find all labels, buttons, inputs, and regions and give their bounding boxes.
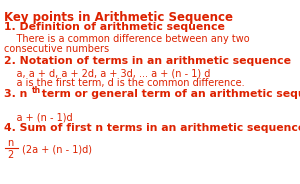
Text: n: n xyxy=(7,138,13,148)
Text: (2a + (n - 1)d): (2a + (n - 1)d) xyxy=(22,145,92,155)
Text: a + (n - 1)d: a + (n - 1)d xyxy=(4,112,73,122)
Text: There is a common difference between any two: There is a common difference between any… xyxy=(4,34,250,44)
Text: Key points in Arithmetic Sequence: Key points in Arithmetic Sequence xyxy=(4,11,233,24)
Text: consecutive numbers: consecutive numbers xyxy=(4,44,109,54)
Text: a, a + d, a + 2d, a + 3d, ... a + (n - 1) d: a, a + d, a + 2d, a + 3d, ... a + (n - 1… xyxy=(4,68,210,78)
Text: 1. Definition of arithmetic sequence: 1. Definition of arithmetic sequence xyxy=(4,22,225,32)
Text: a is the first term, d is the common difference.: a is the first term, d is the common dif… xyxy=(4,78,244,88)
Text: th: th xyxy=(32,86,41,95)
Text: 2: 2 xyxy=(7,150,13,160)
Text: term or general term of an arithmetic sequence: term or general term of an arithmetic se… xyxy=(38,89,300,99)
Text: 4. Sum of first n terms in an arithmetic sequence: 4. Sum of first n terms in an arithmetic… xyxy=(4,123,300,133)
Text: 3. n: 3. n xyxy=(4,89,27,99)
Text: 2. Notation of terms in an arithmetic sequence: 2. Notation of terms in an arithmetic se… xyxy=(4,56,291,66)
